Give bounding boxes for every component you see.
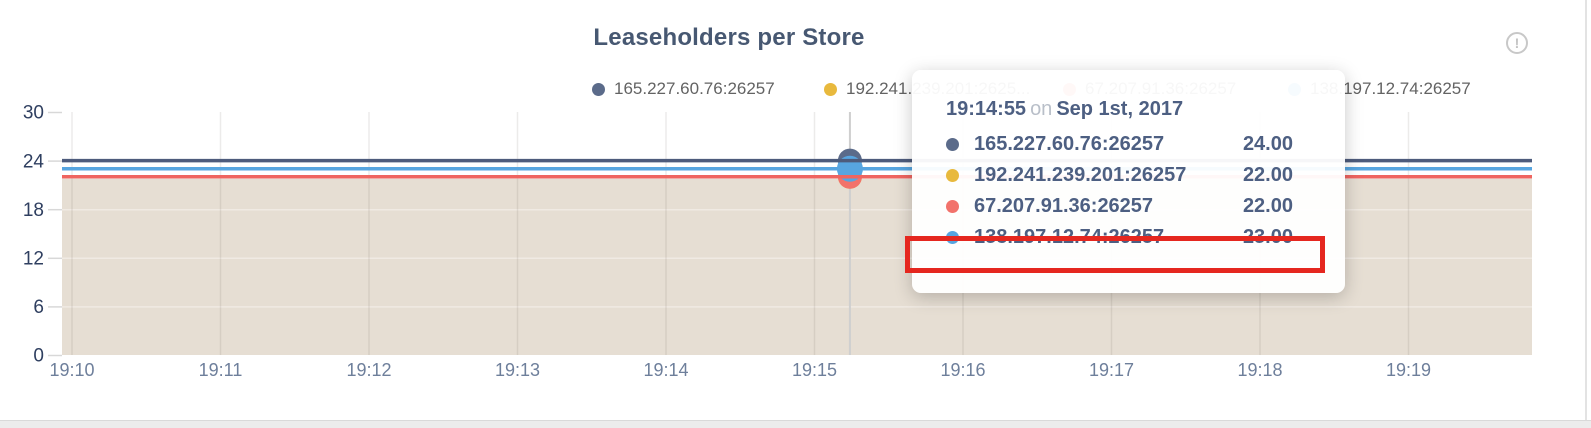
tooltip-time: 19:14:55 — [946, 98, 1027, 120]
legend-item[interactable]: 165.227.60.76:26257 — [592, 79, 775, 99]
y-tick-label: 30 — [23, 103, 44, 124]
x-tick-label: 19:13 — [495, 360, 540, 380]
series-dot-icon — [946, 231, 959, 244]
series-dot-icon — [946, 138, 959, 151]
legend-dot-icon — [824, 82, 837, 96]
chart-legend: 165.227.60.76:26257 192.241.239.201:2625… — [0, 79, 1591, 101]
chart-plot-area[interactable]: 19:10 19:11 19:12 19:13 19:14 19:15 19:16 19:17… — [0, 0, 1591, 400]
legend-dot-icon — [592, 82, 605, 96]
chart-canvas: 19:10 19:11 19:12 19:13 19:14 19:15 19:16 19:17… — [23, 103, 1532, 380]
tooltip-row-highlighted: 138.197.12.74:26257 23.00 — [912, 222, 1345, 253]
tooltip-series-value: 22.00 — [1242, 195, 1293, 217]
hover-tooltip: 19:14:55 on Sep 1st, 2017 165.227.60.76:26… — [905, 70, 1345, 293]
tooltip-series-value: 24.00 — [1242, 133, 1293, 155]
tooltip-row: 165.227.60.76:26257 24.00 — [912, 129, 1345, 160]
tooltip-series-label: 67.207.91.36:26257 — [974, 195, 1154, 217]
legend-label: 138.197.12.74:26257 — [1310, 79, 1471, 98]
tooltip-series-label: 192.241.239.201:26257 — [974, 164, 1187, 186]
legend-label: 165.227.60.76:26257 — [614, 79, 775, 98]
x-tick-label: 19:17 — [1089, 360, 1134, 380]
tooltip-series-label: 138.197.12.74:26257 — [974, 226, 1165, 248]
x-tick-label: 19:14 — [643, 360, 688, 380]
tooltip-series-value: 23.00 — [1242, 226, 1293, 248]
y-tick-label: 12 — [23, 248, 44, 269]
x-tick-label: 19:19 — [1386, 360, 1431, 380]
tooltip-separator: on — [1030, 98, 1053, 120]
warning-circle-icon[interactable]: ! — [1506, 32, 1528, 54]
y-tick-label: 18 — [23, 200, 44, 221]
y-tick-label: 24 — [23, 151, 45, 172]
x-tick-label: 19:11 — [199, 360, 243, 380]
tooltip-series-value: 22.00 — [1242, 164, 1293, 186]
tooltip-row: 67.207.91.36:26257 22.00 — [912, 191, 1345, 222]
tooltip-row: 192.241.239.201:26257 22.00 — [912, 160, 1345, 191]
x-tick-label: 19:15 — [792, 360, 837, 380]
chart-title: Leaseholders per Store — [593, 24, 865, 51]
x-tick-label: 19:16 — [940, 360, 985, 380]
x-tick-label: 19:10 — [49, 360, 94, 380]
series-dot-icon — [946, 200, 959, 213]
x-tick-label: 19:12 — [346, 360, 391, 380]
tooltip-date: Sep 1st, 2017 — [1056, 98, 1184, 120]
card-right-border — [1585, 0, 1587, 420]
tooltip-timestamp: 19:14:55 on Sep 1st, 2017 — [912, 70, 1345, 129]
page-background-strip — [0, 420, 1591, 428]
series-dot-icon — [946, 169, 959, 182]
x-tick-label: 19:18 — [1237, 360, 1282, 380]
y-tick-label: 6 — [33, 297, 44, 318]
tooltip-series-label: 165.227.60.76:26257 — [974, 133, 1165, 155]
y-tick-label: 0 — [33, 346, 44, 367]
